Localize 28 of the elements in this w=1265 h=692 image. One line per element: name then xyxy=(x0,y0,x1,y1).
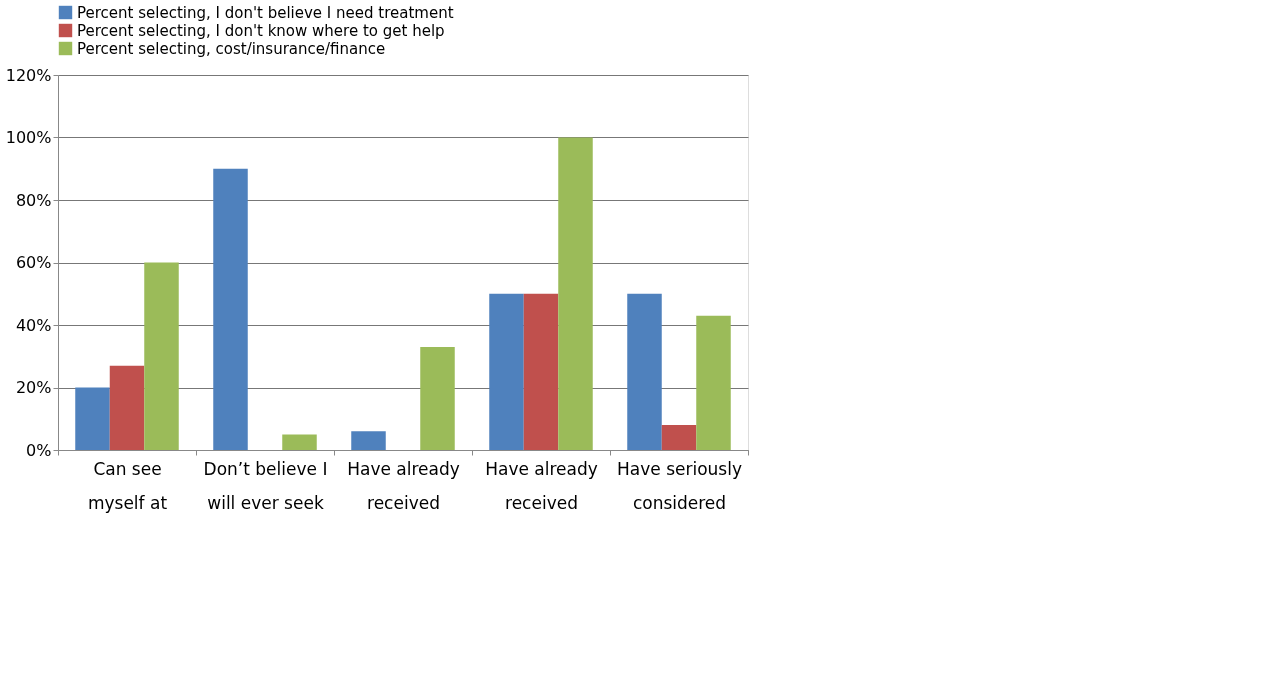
bar xyxy=(75,387,110,450)
y-tick-label: 60% xyxy=(15,253,52,272)
bar xyxy=(351,431,386,450)
y-tick-label: 20% xyxy=(15,378,52,397)
legend-label: Percent selecting, I don't know where to get help xyxy=(77,21,445,40)
y-tick-label: 0% xyxy=(26,440,52,460)
bar xyxy=(489,293,524,450)
legend-label: Percent selecting, cost/insurance/finance xyxy=(77,39,386,58)
x-tick-label: Can see myself at xyxy=(87,458,168,513)
legend-label: Percent selecting, I don't believe I need treatment xyxy=(77,3,454,22)
bar xyxy=(282,434,317,450)
x-tick-label: Have seriously considered xyxy=(617,458,742,513)
bar xyxy=(213,168,248,450)
bar xyxy=(109,365,145,450)
bar xyxy=(523,293,559,450)
bar xyxy=(627,293,662,450)
bar xyxy=(558,137,593,450)
bar xyxy=(661,425,697,450)
bar xyxy=(420,346,455,450)
y-tick-label: 80% xyxy=(15,190,52,210)
bar xyxy=(696,315,731,450)
y-tick-label: 40% xyxy=(15,315,52,335)
y-tick-label: 100% xyxy=(5,128,52,147)
x-tick-label: Don’t believe I will ever seek xyxy=(203,458,328,513)
x-tick-label: Have already received xyxy=(347,458,460,513)
y-tick-label: 120% xyxy=(5,65,52,85)
x-tick-label: Have already received xyxy=(485,458,598,513)
bar xyxy=(144,262,179,450)
